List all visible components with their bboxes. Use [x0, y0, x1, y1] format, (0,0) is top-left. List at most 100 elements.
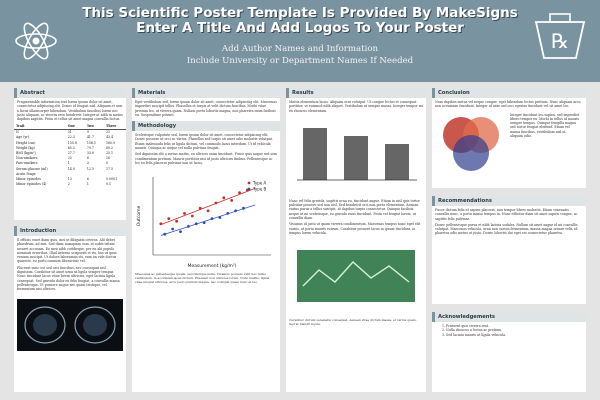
table-cell: 2 [67, 182, 70, 187]
methodology-text: Scelerisque vulputate sed, lorem ipsum d… [135, 133, 273, 151]
title-line-1: This Scientific Poster Template Is Provi… [82, 5, 518, 21]
table-row: Non-smokers 25 6 16 [14, 156, 126, 161]
results-text-2: Nunc vel felis gravida, sagittis urna eu… [289, 198, 420, 221]
table-cell: 17.5 [105, 166, 114, 171]
results-text-3: Vivamus id justo ut quam viverra condime… [289, 222, 421, 235]
methodology-body: Scelerisque vulputate sed, lorem ipsum d… [132, 131, 280, 169]
table-cell: 21 [105, 130, 111, 135]
introduction-heading: Introduction [14, 226, 126, 236]
data-point [175, 220, 178, 223]
table-cell: 14.9 [67, 166, 75, 171]
venn-diagram [443, 116, 499, 171]
recommendations-heading: Recommendations [432, 196, 586, 206]
table-row: Minor episodes (4) 2 1 0.1 [14, 182, 126, 187]
conclusion-panel: Conclusion Nam dapibus metus vel neque c… [432, 88, 586, 188]
table-cell: 12.5 [86, 166, 94, 171]
table-row: Past-smokers 1 3 0 [14, 161, 126, 166]
chart-background [135, 171, 277, 270]
table-cell: Non-smokers [16, 156, 38, 161]
table-cell: 79.7 [86, 145, 94, 150]
table-cell: BMI (kg/m²) [16, 151, 36, 156]
author-line: Add Author Names and Information [221, 44, 379, 54]
recommendations-text: Fusce dictum felis ut sapien placerat, n… [435, 208, 578, 221]
table-cell: 60.2 [105, 145, 114, 150]
venn-text: Integer tincidunt leo sapien, sed imperd… [510, 112, 580, 139]
table-row: N 31 9 21 [14, 129, 126, 135]
introduction-panel: Introduction Il officiis esset diam quis… [14, 226, 126, 392]
table-cell: 160.9 [105, 140, 116, 145]
table-cell: Minor episodes [16, 176, 41, 181]
recommendations-body: Fusce dictum felis ut sapien placerat, n… [432, 206, 586, 240]
list-item: 1. Praesent quis viverra erat. [442, 324, 490, 328]
data-point [190, 214, 194, 218]
title-line-2: Enter A Title And Add Logos To Your Post… [136, 20, 464, 36]
affiliation-line: Include University or Department Names I… [186, 55, 414, 66]
legend-label: Type B [252, 187, 266, 192]
data-point [183, 212, 186, 216]
table-cell: 0.1 [105, 182, 112, 187]
data-point [230, 199, 234, 203]
y-axis-label: Outcome [136, 206, 142, 227]
data-point [222, 196, 226, 200]
table-cell: 0 [105, 161, 108, 166]
data-point [206, 209, 210, 213]
recommendations-text-2: Donec pellentesque purus et nibh lacinia… [435, 222, 578, 236]
table-header: Three [103, 123, 126, 130]
abstract-panel: Abstract Fragmentable information text l… [14, 88, 126, 220]
table-cell: 156.1 [86, 140, 96, 145]
data-point [171, 227, 175, 231]
table-cell: 3 [86, 161, 89, 166]
materials-text: Eget vestibulum sed, lorem ipsum dolor s… [135, 100, 277, 117]
results-image [289, 117, 423, 190]
table-cell: Minor episodes (4) [16, 182, 47, 187]
table-cell: 13 [67, 176, 72, 181]
introduction-body: Il officiis esset diam quis, mei ut dili… [14, 236, 126, 296]
table-header-row: Trait One Two Three [14, 123, 126, 130]
data-point [159, 222, 163, 226]
table-row: Acute Stage [14, 171, 126, 176]
table-cell: 155.8 [67, 140, 77, 145]
trend-line [160, 204, 256, 237]
list-item: 2. Nulla rhoncus a lectus ac pretium. [442, 328, 503, 333]
table-cell: 1 [86, 182, 89, 187]
table-cell: 25 [67, 156, 72, 161]
data-point [167, 217, 171, 221]
table-cell: 16 [105, 156, 111, 161]
table-cell: 6 [86, 156, 89, 161]
introduction-text-2: Placerat nunc est sed orci faucibus, nec… [17, 265, 120, 292]
data-table: Trait One Two Three N 31 9 21 Age (yr) 22.3 41… [14, 123, 126, 186]
table-row: Serum glucose (ml) 14.9 12.5 17.5 [14, 166, 126, 171]
table-cell: 27.7 [67, 151, 75, 156]
abstract-text: Fragmentable information text lorem ipsu… [17, 100, 123, 122]
results-photo [289, 242, 423, 311]
legend-marker [247, 187, 251, 191]
table-cell: 0.0001 [105, 176, 118, 181]
x-axis-label: Measurement (kg/m²) [187, 263, 236, 269]
table-cell: Height (cm) [16, 140, 36, 145]
atom-logo-icon [15, 22, 57, 60]
data-point [238, 191, 241, 195]
materials-heading: Materials [132, 88, 280, 98]
table-cell: N [16, 130, 19, 135]
results-body: Nunc vel felis gravida, sagittis urna eu… [286, 197, 426, 239]
table-cell: 9 [86, 130, 89, 135]
conclusion-heading: Conclusion [432, 88, 586, 98]
poster-title: This Scientific Poster Template Is Provi… [60, 6, 540, 36]
table-cell: 1 [67, 161, 70, 166]
table-header: Two [84, 123, 104, 130]
legend-marker [247, 181, 251, 185]
table-row: Minor episodes 13 6 0.0001 [14, 176, 126, 181]
table-cell: 33.0 [86, 151, 94, 156]
table-row: BMI (kg/m²) 27.7 33.0 25.1 [14, 150, 126, 155]
table-cell: Age (yr) [16, 135, 30, 140]
table-cell: 31 [67, 130, 72, 135]
table-cell: Acute Stage [16, 171, 36, 176]
methodology-heading: Methodology [132, 121, 280, 132]
table-cell: 25.1 [105, 151, 114, 156]
table-cell: Weight (kg) [16, 145, 35, 150]
materials-method-panel: Materials Eget vestibulum sed, lorem ips… [132, 88, 280, 392]
results-image-caption: Curabitur dictum venenatis consequat. Ae… [289, 318, 417, 327]
legend-label: Type A [252, 181, 266, 186]
